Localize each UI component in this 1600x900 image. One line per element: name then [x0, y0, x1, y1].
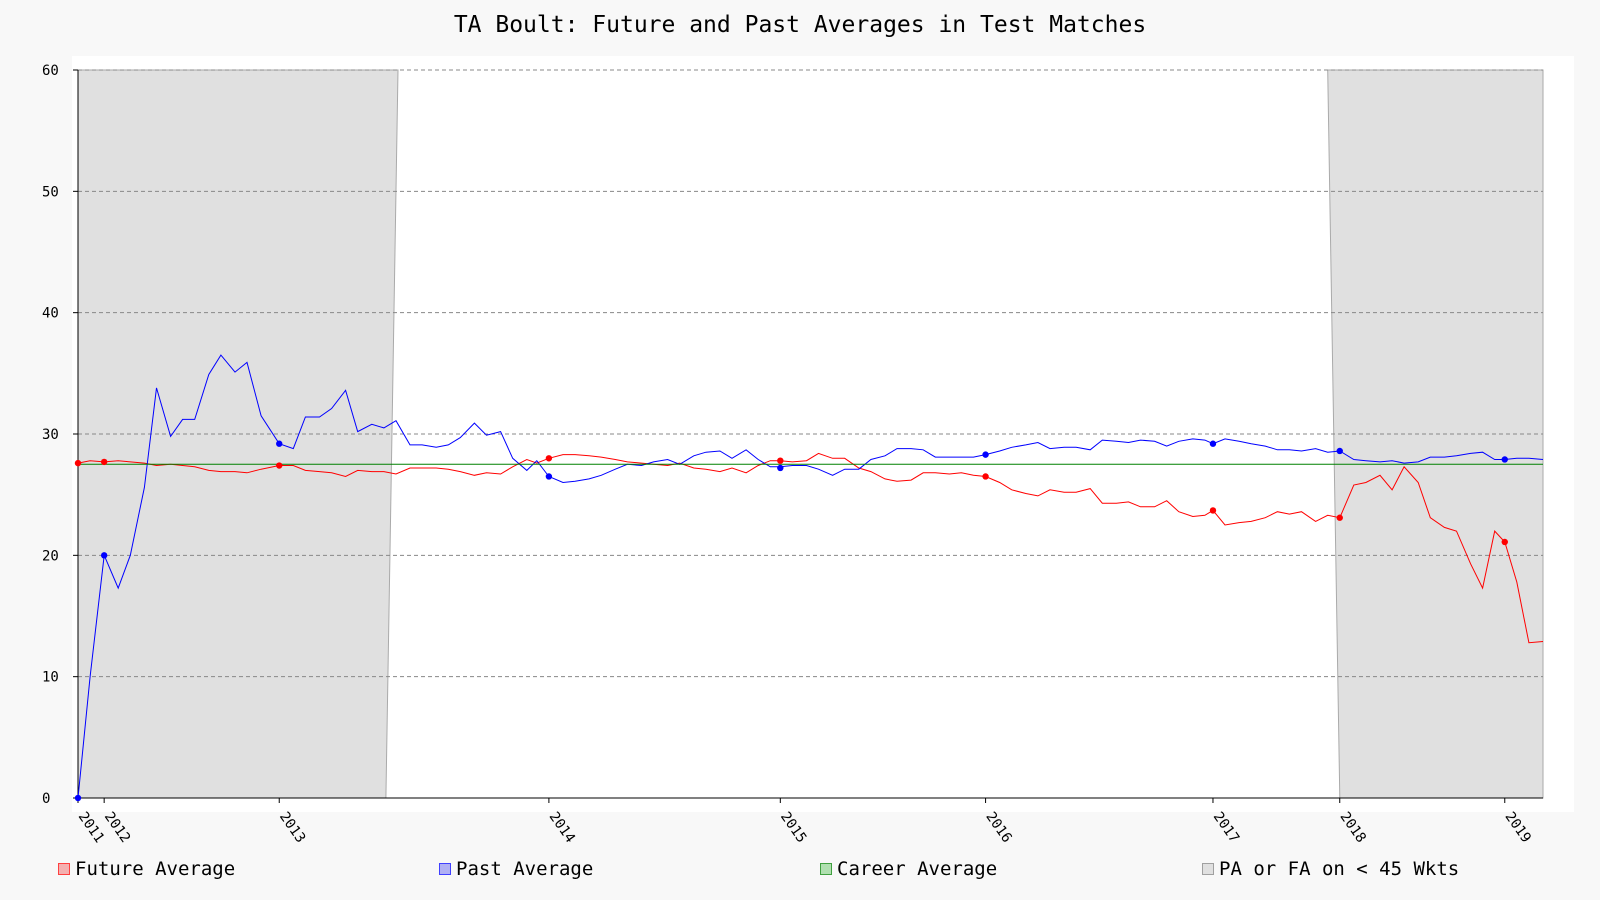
series-line-future-average — [77, 452, 1544, 644]
series-line-past-average — [77, 354, 1544, 799]
y-tick-label-40: 40 — [42, 306, 59, 322]
marker-future-average-7 — [1209, 507, 1217, 514]
marker-past-average-8 — [1336, 447, 1343, 455]
grid-lines — [78, 69, 1543, 678]
legend-label-shade: PA or FA on < 45 Wkts — [1219, 858, 1460, 880]
legend-swatch-future — [58, 863, 70, 875]
legend-item-shaded-region[interactable]: PA or FA on < 45 Wkts — [1202, 858, 1459, 880]
x-tick-label-2019: 2019 — [1502, 809, 1534, 846]
y-tick-label-60: 60 — [42, 63, 59, 79]
x-tick-label-2013: 2013 — [276, 809, 308, 846]
x-tick-label-2012: 2012 — [101, 809, 133, 846]
marker-future-average-2 — [100, 458, 108, 466]
marker-past-average-3 — [276, 440, 283, 447]
marker-future-average-1 — [74, 459, 82, 467]
y-tick-label-20: 20 — [42, 548, 59, 564]
marker-future-average-8 — [1336, 514, 1343, 521]
chart-title: TA Boult: Future and Past Averages in Te… — [453, 12, 1147, 38]
shaded-region-1 — [77, 69, 399, 799]
x-tick-label-2016: 2016 — [982, 809, 1014, 846]
y-tick-label-10: 10 — [42, 670, 59, 686]
legend-label-future: Future Average — [75, 858, 236, 880]
legend-label-career: Career Average — [837, 858, 998, 880]
marker-future-average-3 — [276, 462, 283, 469]
series-markers — [74, 440, 1508, 802]
legend-label-past: Past Average — [456, 858, 594, 880]
y-tick-labels: 0 10 20 30 40 50 60 — [42, 63, 59, 807]
y-tick-label-0: 0 — [42, 791, 50, 807]
y-tick-label-30: 30 — [42, 427, 59, 443]
x-tick-label-2015: 2015 — [777, 809, 809, 846]
marker-past-average-2 — [100, 552, 108, 559]
x-tick-label-2018: 2018 — [1336, 809, 1368, 846]
legend-swatch-career — [820, 863, 832, 875]
x-tick-label-2017: 2017 — [1210, 809, 1242, 846]
marker-past-average-4 — [545, 473, 553, 480]
x-tick-label-2014: 2014 — [546, 809, 578, 846]
marker-future-average-5 — [777, 457, 784, 464]
marker-future-average-9 — [1501, 538, 1508, 546]
marker-past-average-1 — [74, 794, 82, 802]
marker-past-average-9 — [1501, 456, 1508, 463]
legend-item-past-average[interactable]: Past Average — [439, 858, 593, 880]
legend-item-career-average[interactable]: Career Average — [820, 858, 997, 880]
shaded-regions — [77, 69, 1544, 799]
marker-future-average-6 — [982, 473, 989, 480]
marker-past-average-5 — [777, 464, 784, 472]
marker-past-average-7 — [1209, 440, 1217, 447]
series-lines — [77, 354, 1544, 799]
y-tick-label-50: 50 — [42, 184, 59, 200]
marker-future-average-4 — [545, 455, 553, 462]
legend: Future Average Past Average Career Avera… — [58, 858, 1598, 884]
x-tick-label-2011: 2011 — [75, 809, 107, 846]
legend-swatch-shade — [1202, 863, 1214, 875]
marker-past-average-6 — [982, 451, 989, 458]
legend-swatch-past — [439, 863, 451, 875]
legend-item-future-average[interactable]: Future Average — [58, 858, 235, 880]
